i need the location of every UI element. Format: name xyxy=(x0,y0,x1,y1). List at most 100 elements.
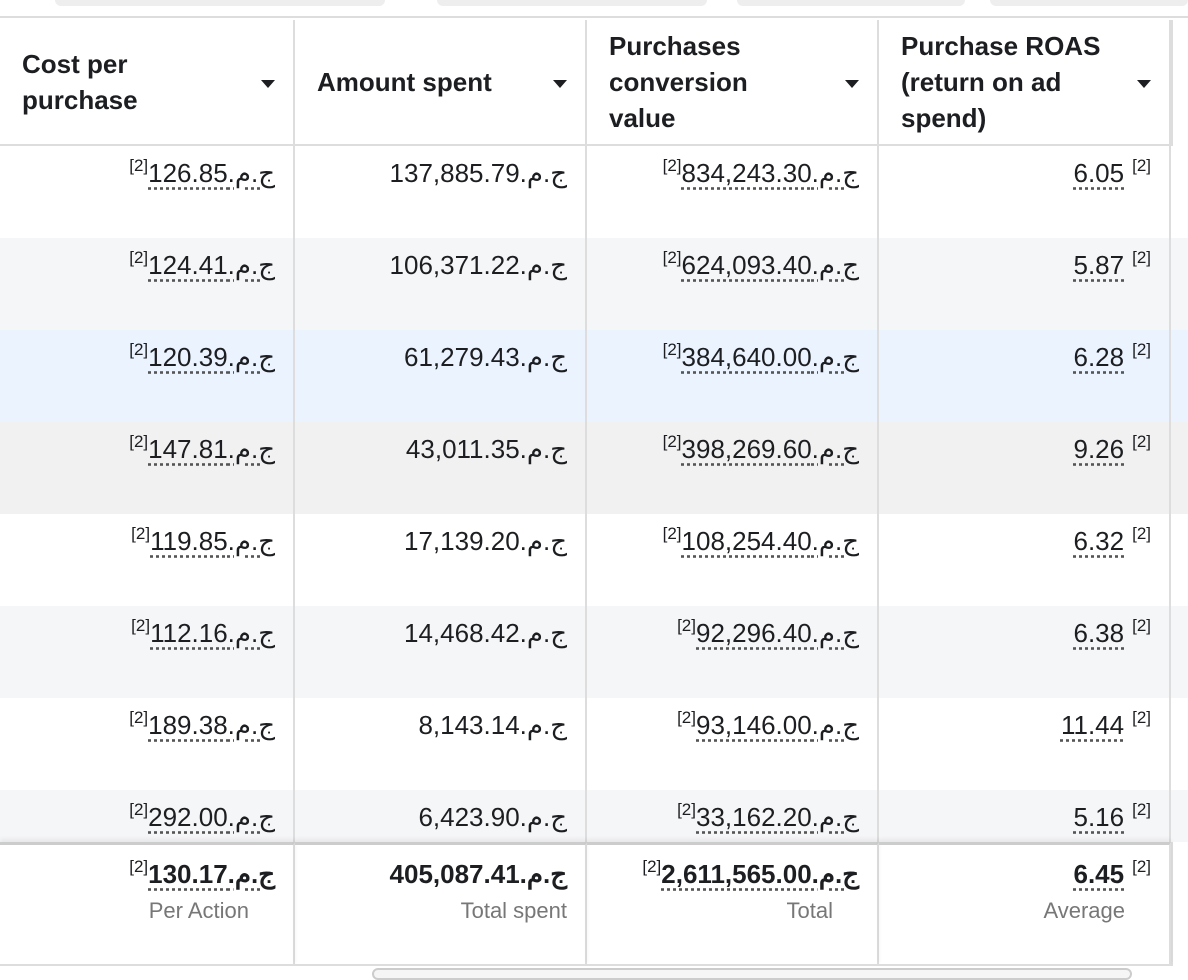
footnote: [2] xyxy=(129,800,149,819)
cell-value: ج.م.8,143.14 xyxy=(418,710,567,740)
summary-line: ج.م.2,611,565.00[2] xyxy=(587,857,859,890)
table-cell: ج.م.147.81[2] xyxy=(0,422,295,514)
column-header[interactable]: Amount spent xyxy=(295,20,587,146)
footnote: [2] xyxy=(662,248,682,267)
cell-value: ج.م.106,371.22 xyxy=(389,250,567,280)
cell-value: ج.م.292.00 xyxy=(148,802,275,832)
caption-line: Per Action xyxy=(0,894,275,925)
cell-value: 5.87 xyxy=(1073,250,1125,280)
sort-arrow[interactable] xyxy=(261,80,275,88)
sort-arrow[interactable] xyxy=(1137,80,1151,88)
footnote: [2] xyxy=(662,340,682,359)
footnote: [2] xyxy=(662,432,682,451)
summary-value: 6.45 xyxy=(1073,859,1125,889)
table-cell: 6.38 [2] xyxy=(879,606,1171,698)
table-cell: 5.87 [2] xyxy=(879,238,1171,330)
table-cell: ج.م.119.85[2] xyxy=(0,514,295,606)
column-header[interactable]: Purchases conversion value xyxy=(587,20,879,146)
caption-line: Total spent xyxy=(295,894,567,925)
summary-caption: Total spent xyxy=(460,898,567,923)
summary-value: ج.م.130.17 xyxy=(148,859,275,889)
footnote: [2] xyxy=(129,156,149,175)
footnote: [2] xyxy=(131,524,151,543)
summary-value: ج.م.405,087.41 xyxy=(389,859,567,889)
cell-value: ج.م.834,243.30 xyxy=(681,158,859,188)
summary-cell: ج.م.2,611,565.00[2] Total xyxy=(587,842,879,966)
footnote: [2] xyxy=(677,800,696,819)
table-cell: ج.م.189.38[2] xyxy=(0,698,295,790)
cell-value: ج.م.147.81 xyxy=(148,434,275,464)
summary-value: ج.م.2,611,565.00 xyxy=(661,859,859,889)
table-cell: ج.م.137,885.79 xyxy=(295,146,587,238)
footnote: [2] xyxy=(1132,616,1151,635)
footnote: [2] xyxy=(129,708,149,727)
sort-arrow[interactable] xyxy=(845,80,859,88)
table-cell: ج.م.384,640.00[2] xyxy=(587,330,879,422)
footnote: [2] xyxy=(131,616,151,635)
cell-value: ج.م.14,468.42 xyxy=(404,618,567,648)
table-cell: ج.م.126.85[2] xyxy=(0,146,295,238)
cell-value: ج.م.126.85 xyxy=(148,158,275,188)
column-header[interactable]: Cost per purchase xyxy=(0,20,295,146)
footnote: [2] xyxy=(1132,340,1151,359)
table-cell: ج.م.120.39[2] xyxy=(0,330,295,422)
table-cell: ج.م.8,143.14 xyxy=(295,698,587,790)
footnote: [2] xyxy=(1132,432,1151,451)
summary-cell: ج.م.130.17[2] Per Action xyxy=(0,842,295,966)
table-cell: ج.م.17,139.20 xyxy=(295,514,587,606)
header-label: Cost per purchase xyxy=(22,49,138,115)
column-header[interactable]: Purchase ROAS (return on ad spend) xyxy=(879,20,1171,146)
footnote: [2] xyxy=(662,524,682,543)
cell-value: ج.م.398,269.60 xyxy=(681,434,859,464)
table-cell: ج.م.112.16[2] xyxy=(0,606,295,698)
cell-value: ج.م.624,093.40 xyxy=(681,250,859,280)
table-cell: ج.م.14,468.42 xyxy=(295,606,587,698)
cell-value: 6.28 xyxy=(1073,342,1125,372)
cell-value: ج.م.92,296.40 xyxy=(696,618,859,648)
cell-value: ج.م.124.41 xyxy=(148,250,275,280)
footnote: [2] xyxy=(677,708,696,727)
table-cell: ج.م.106,371.22 xyxy=(295,238,587,330)
cell-value: ج.م.189.38 xyxy=(148,710,275,740)
row-background xyxy=(0,698,1188,790)
table-cell: ج.م.33,162.20[2] xyxy=(587,790,879,842)
summary-line: ج.م.130.17[2] xyxy=(0,857,275,890)
row-background xyxy=(0,422,1188,514)
footnote: [2] xyxy=(129,857,149,876)
cell-value: ج.م.112.16 xyxy=(150,618,275,648)
summary-cell: 6.45 [2] Average xyxy=(879,842,1171,966)
cell-value: ج.م.17,139.20 xyxy=(404,526,567,556)
cell-value: ج.م.108,254.40 xyxy=(681,526,859,556)
table-cell: ج.م.292.00[2] xyxy=(0,790,295,842)
summary-caption: Per Action xyxy=(148,898,249,923)
top-bar xyxy=(0,0,1188,18)
table-cell: ج.م.93,146.00[2] xyxy=(587,698,879,790)
row-background xyxy=(0,146,1188,238)
table-cell: ج.م.834,243.30[2] xyxy=(587,146,879,238)
cell-value: 6.38 xyxy=(1073,618,1125,648)
table-cell: ج.م.624,093.40[2] xyxy=(587,238,879,330)
footnote: [2] xyxy=(662,156,682,175)
table-cell: 5.16 [2] xyxy=(879,790,1171,842)
cell-value: 9.26 xyxy=(1073,434,1125,464)
cell-value: 5.16 xyxy=(1073,802,1125,832)
table-cell: ج.م.61,279.43 xyxy=(295,330,587,422)
footnote: [2] xyxy=(1132,524,1151,543)
table-cell: 6.05 [2] xyxy=(879,146,1171,238)
footnote: [2] xyxy=(642,857,662,876)
cell-value: ج.م.119.85 xyxy=(150,526,275,556)
footnote: [2] xyxy=(129,248,149,267)
table-cell: 6.28 [2] xyxy=(879,330,1171,422)
footnote: [2] xyxy=(1132,708,1151,727)
cell-value: ج.م.137,885.79 xyxy=(389,158,567,188)
cell-value: 6.32 xyxy=(1073,526,1125,556)
header-label: Purchases conversion value xyxy=(609,31,748,133)
sort-arrow[interactable] xyxy=(553,80,567,88)
footnote: [2] xyxy=(1132,857,1151,876)
summary-caption: Average xyxy=(1043,898,1125,923)
table-cell: 11.44 [2] xyxy=(879,698,1171,790)
row-background xyxy=(0,514,1188,606)
summary-cell: ج.م.405,087.41 Total spent xyxy=(295,842,587,966)
footnote: [2] xyxy=(1132,248,1151,267)
footnote: [2] xyxy=(677,616,696,635)
